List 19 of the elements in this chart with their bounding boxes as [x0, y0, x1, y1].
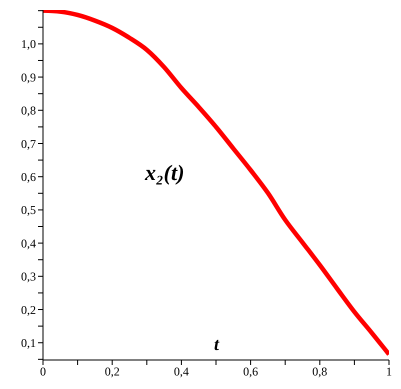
y-tick-label: 0,3 [21, 270, 36, 284]
y-tick-label: 1,0 [21, 37, 36, 52]
y-tick-label: 0,2 [21, 302, 36, 317]
y-tick-label: 0,8 [21, 104, 36, 118]
x-tick-label: 0,4 [174, 364, 189, 379]
x-tick-label: 0,8 [312, 364, 328, 379]
line-series [43, 10, 389, 357]
x-tick-label: 1 [386, 364, 392, 379]
x-tick-label: 0,2 [104, 364, 120, 379]
x-axis-title: t [214, 334, 220, 355]
x-tick-label: 0,6 [243, 364, 258, 379]
x-tick-label: 0 [40, 364, 46, 379]
y-tick-label: 0,7 [21, 136, 36, 151]
y-tick-label: 0,1 [21, 336, 36, 350]
y-tick-label: 0,4 [21, 236, 36, 250]
y-axis-title: x₂(t) [145, 160, 184, 186]
y-tick-label: 0,9 [21, 70, 36, 84]
y-tick-label: 0,5 [21, 203, 36, 218]
y-tick-label: 0,6 [21, 170, 36, 184]
